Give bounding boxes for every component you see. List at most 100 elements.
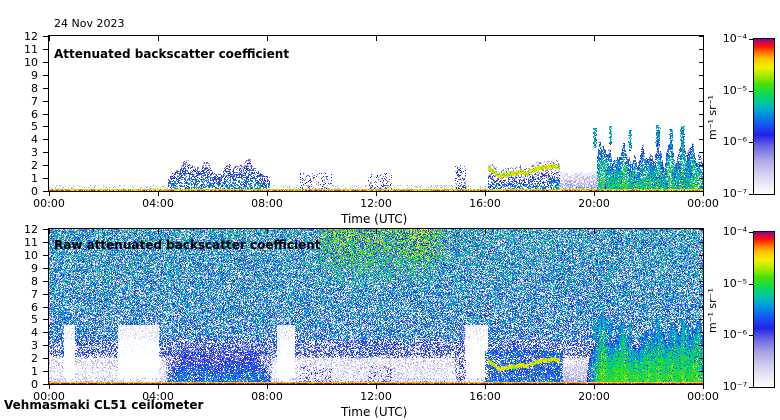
x-tick-mark bbox=[267, 384, 268, 389]
x-tick-mark-top bbox=[267, 36, 268, 41]
colorbar-tick-mark bbox=[749, 194, 753, 195]
y-tick-label: 5 bbox=[31, 313, 38, 327]
colorbar-tick-label: 10⁻⁵ bbox=[722, 83, 747, 97]
y-tick-mark bbox=[43, 139, 48, 141]
x-axis-title: Time (UTC) bbox=[341, 212, 408, 226]
colorbar-tick-label: 10⁻⁷ bbox=[722, 187, 747, 200]
y-tick-label: 4 bbox=[31, 133, 38, 147]
y-tick-mark bbox=[43, 61, 48, 63]
x-tick-label: 04:00 bbox=[142, 197, 174, 210]
x-tick-mark-top bbox=[158, 229, 159, 234]
y-tick-mark-right bbox=[699, 229, 704, 230]
y-tick-label: 6 bbox=[31, 300, 38, 314]
y-tick-label: 1 bbox=[31, 365, 38, 379]
x-tick-label: 12:00 bbox=[360, 197, 392, 210]
panel-attenuated-backscatter: Attenuated backscatter coefficient 0 1 2 3 4 5… bbox=[24, 30, 719, 226]
x-tick-label: 00:00 bbox=[687, 197, 719, 210]
colorbar-panel-2: 10⁻⁴ 10⁻⁵ 10⁻⁶ 10⁻⁷ m⁻¹ sr⁻¹ bbox=[706, 225, 775, 393]
x-tick-mark bbox=[703, 191, 704, 196]
colorbar-gradient bbox=[754, 232, 774, 387]
y-tick-mark-right bbox=[699, 36, 704, 37]
y-tick-mark bbox=[43, 280, 48, 282]
x-tick-label: 00:00 bbox=[33, 197, 65, 210]
x-tick-mark-top bbox=[49, 36, 50, 41]
y-tick-mark bbox=[43, 178, 48, 180]
x-tick-mark-top bbox=[49, 229, 50, 234]
y-tick-mark-right bbox=[699, 280, 704, 282]
y-tick-mark-right bbox=[699, 345, 704, 347]
x-tick-label: 00:00 bbox=[33, 390, 65, 403]
y-tick-label: 12 bbox=[24, 30, 38, 43]
instrument-footer-label: Vehmasmaki CL51 ceilometer bbox=[4, 398, 204, 412]
colorbar-tick-mark bbox=[749, 335, 753, 337]
y-tick-label: 12 bbox=[24, 223, 38, 236]
y-tick-mark bbox=[43, 306, 48, 308]
colorbar-tick-mark bbox=[749, 283, 753, 285]
y-tick-mark-right bbox=[699, 384, 704, 385]
y-tick-label: 3 bbox=[31, 146, 38, 160]
colorbar-tick-label: 10⁻⁵ bbox=[722, 276, 747, 290]
y-tick-mark bbox=[43, 191, 48, 192]
x-tick-mark-top bbox=[485, 36, 486, 41]
x-tick-mark-top bbox=[485, 229, 486, 234]
x-tick-mark bbox=[49, 191, 50, 196]
y-tick-mark bbox=[43, 254, 48, 256]
y-tick-label: 5 bbox=[31, 120, 38, 134]
colorbar-tick-mark bbox=[749, 39, 753, 40]
y-tick-label: 9 bbox=[31, 68, 38, 82]
backscatter-heatmap bbox=[49, 36, 703, 191]
x-tick-mark-top bbox=[703, 36, 704, 41]
y-tick-label: 7 bbox=[31, 94, 38, 108]
y-tick-mark-right bbox=[699, 306, 704, 308]
y-tick-label: 1 bbox=[31, 172, 38, 186]
y-tick-label: 9 bbox=[31, 261, 38, 275]
y-tick-mark-right bbox=[699, 48, 704, 50]
colorbar-unit-label: m⁻¹ sr⁻¹ bbox=[706, 94, 719, 140]
y-tick-mark-right bbox=[699, 178, 704, 180]
x-tick-mark bbox=[376, 384, 377, 389]
y-tick-mark-right bbox=[699, 371, 704, 373]
colorbar-tick-label: 10⁻⁴ bbox=[722, 225, 747, 238]
y-tick-mark bbox=[43, 371, 48, 373]
y-tick-mark bbox=[43, 126, 48, 128]
x-tick-mark bbox=[267, 191, 268, 196]
y-tick-mark-right bbox=[699, 165, 704, 167]
x-tick-label: 20:00 bbox=[578, 390, 610, 403]
x-tick-mark bbox=[376, 191, 377, 196]
x-tick-label: 04:00 bbox=[142, 390, 174, 403]
colorbar-unit-label: m⁻¹ sr⁻¹ bbox=[706, 287, 719, 333]
backscatter-heatmap bbox=[49, 229, 703, 384]
y-tick-label: 8 bbox=[31, 274, 38, 288]
x-tick-mark-top bbox=[594, 229, 595, 234]
x-tick-mark-top bbox=[703, 229, 704, 234]
y-tick-mark bbox=[43, 384, 48, 385]
y-tick-mark bbox=[43, 152, 48, 154]
y-tick-mark-right bbox=[699, 358, 704, 360]
y-tick-mark bbox=[43, 113, 48, 115]
y-tick-mark-right bbox=[699, 113, 704, 115]
panel-title: Attenuated backscatter coefficient bbox=[54, 47, 290, 61]
y-tick-mark-right bbox=[699, 74, 704, 76]
y-tick-mark bbox=[43, 319, 48, 321]
y-tick-mark bbox=[43, 87, 48, 89]
y-tick-mark-right bbox=[699, 100, 704, 102]
y-tick-mark bbox=[43, 36, 48, 37]
y-tick-mark-right bbox=[699, 61, 704, 63]
y-tick-label: 7 bbox=[31, 287, 38, 301]
y-tick-label: 8 bbox=[31, 81, 38, 95]
colorbar-tick-mark bbox=[749, 387, 753, 388]
x-tick-mark bbox=[49, 384, 50, 389]
colorbar-tick-mark bbox=[749, 90, 753, 92]
x-axis-title: Time (UTC) bbox=[341, 405, 408, 419]
x-tick-mark bbox=[594, 191, 595, 196]
y-tick-label: 10 bbox=[24, 55, 38, 69]
colorbar-tick-label: 10⁻⁷ bbox=[722, 380, 747, 393]
x-tick-mark-top bbox=[158, 36, 159, 41]
y-tick-mark-right bbox=[699, 267, 704, 269]
y-tick-mark-right bbox=[699, 241, 704, 243]
x-tick-label: 12:00 bbox=[360, 390, 392, 403]
y-tick-mark bbox=[43, 267, 48, 269]
y-tick-mark bbox=[43, 358, 48, 360]
y-tick-label: 0 bbox=[31, 378, 38, 391]
y-tick-label: 11 bbox=[24, 235, 38, 249]
